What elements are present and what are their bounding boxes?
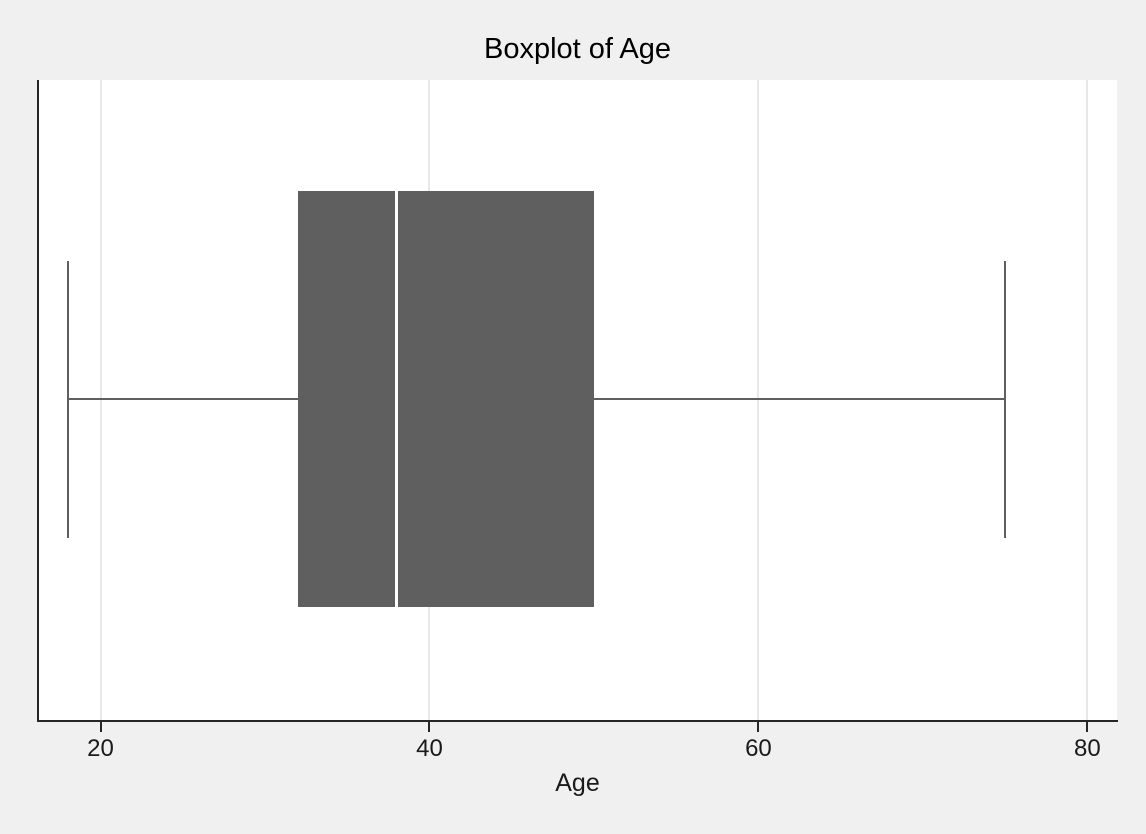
y-axis-line bbox=[37, 80, 39, 722]
x-tick-40 bbox=[428, 722, 431, 732]
gridline-80 bbox=[1086, 80, 1089, 722]
x-tick-80 bbox=[1086, 722, 1089, 732]
plot-area bbox=[37, 80, 1118, 722]
x-tick-60 bbox=[757, 722, 760, 732]
x-tick-label-80: 80 bbox=[1074, 735, 1101, 762]
whisker-cap-min bbox=[66, 261, 69, 538]
whisker-cap-max bbox=[1004, 261, 1007, 538]
chart-title: Boxplot of Age bbox=[483, 33, 672, 65]
gridline-20 bbox=[99, 80, 102, 722]
x-axis-label: Age bbox=[555, 769, 600, 797]
median-line bbox=[395, 191, 399, 607]
whisker-line-left bbox=[67, 398, 298, 400]
whisker-line-right bbox=[593, 398, 1006, 400]
x-tick-label-40: 40 bbox=[416, 735, 443, 762]
x-tick-label-20: 20 bbox=[87, 735, 114, 762]
gridline-60 bbox=[757, 80, 760, 722]
x-axis-line bbox=[37, 720, 1118, 722]
iqr-box bbox=[297, 191, 594, 607]
x-tick-label-60: 60 bbox=[745, 735, 772, 762]
x-tick-20 bbox=[99, 722, 102, 732]
